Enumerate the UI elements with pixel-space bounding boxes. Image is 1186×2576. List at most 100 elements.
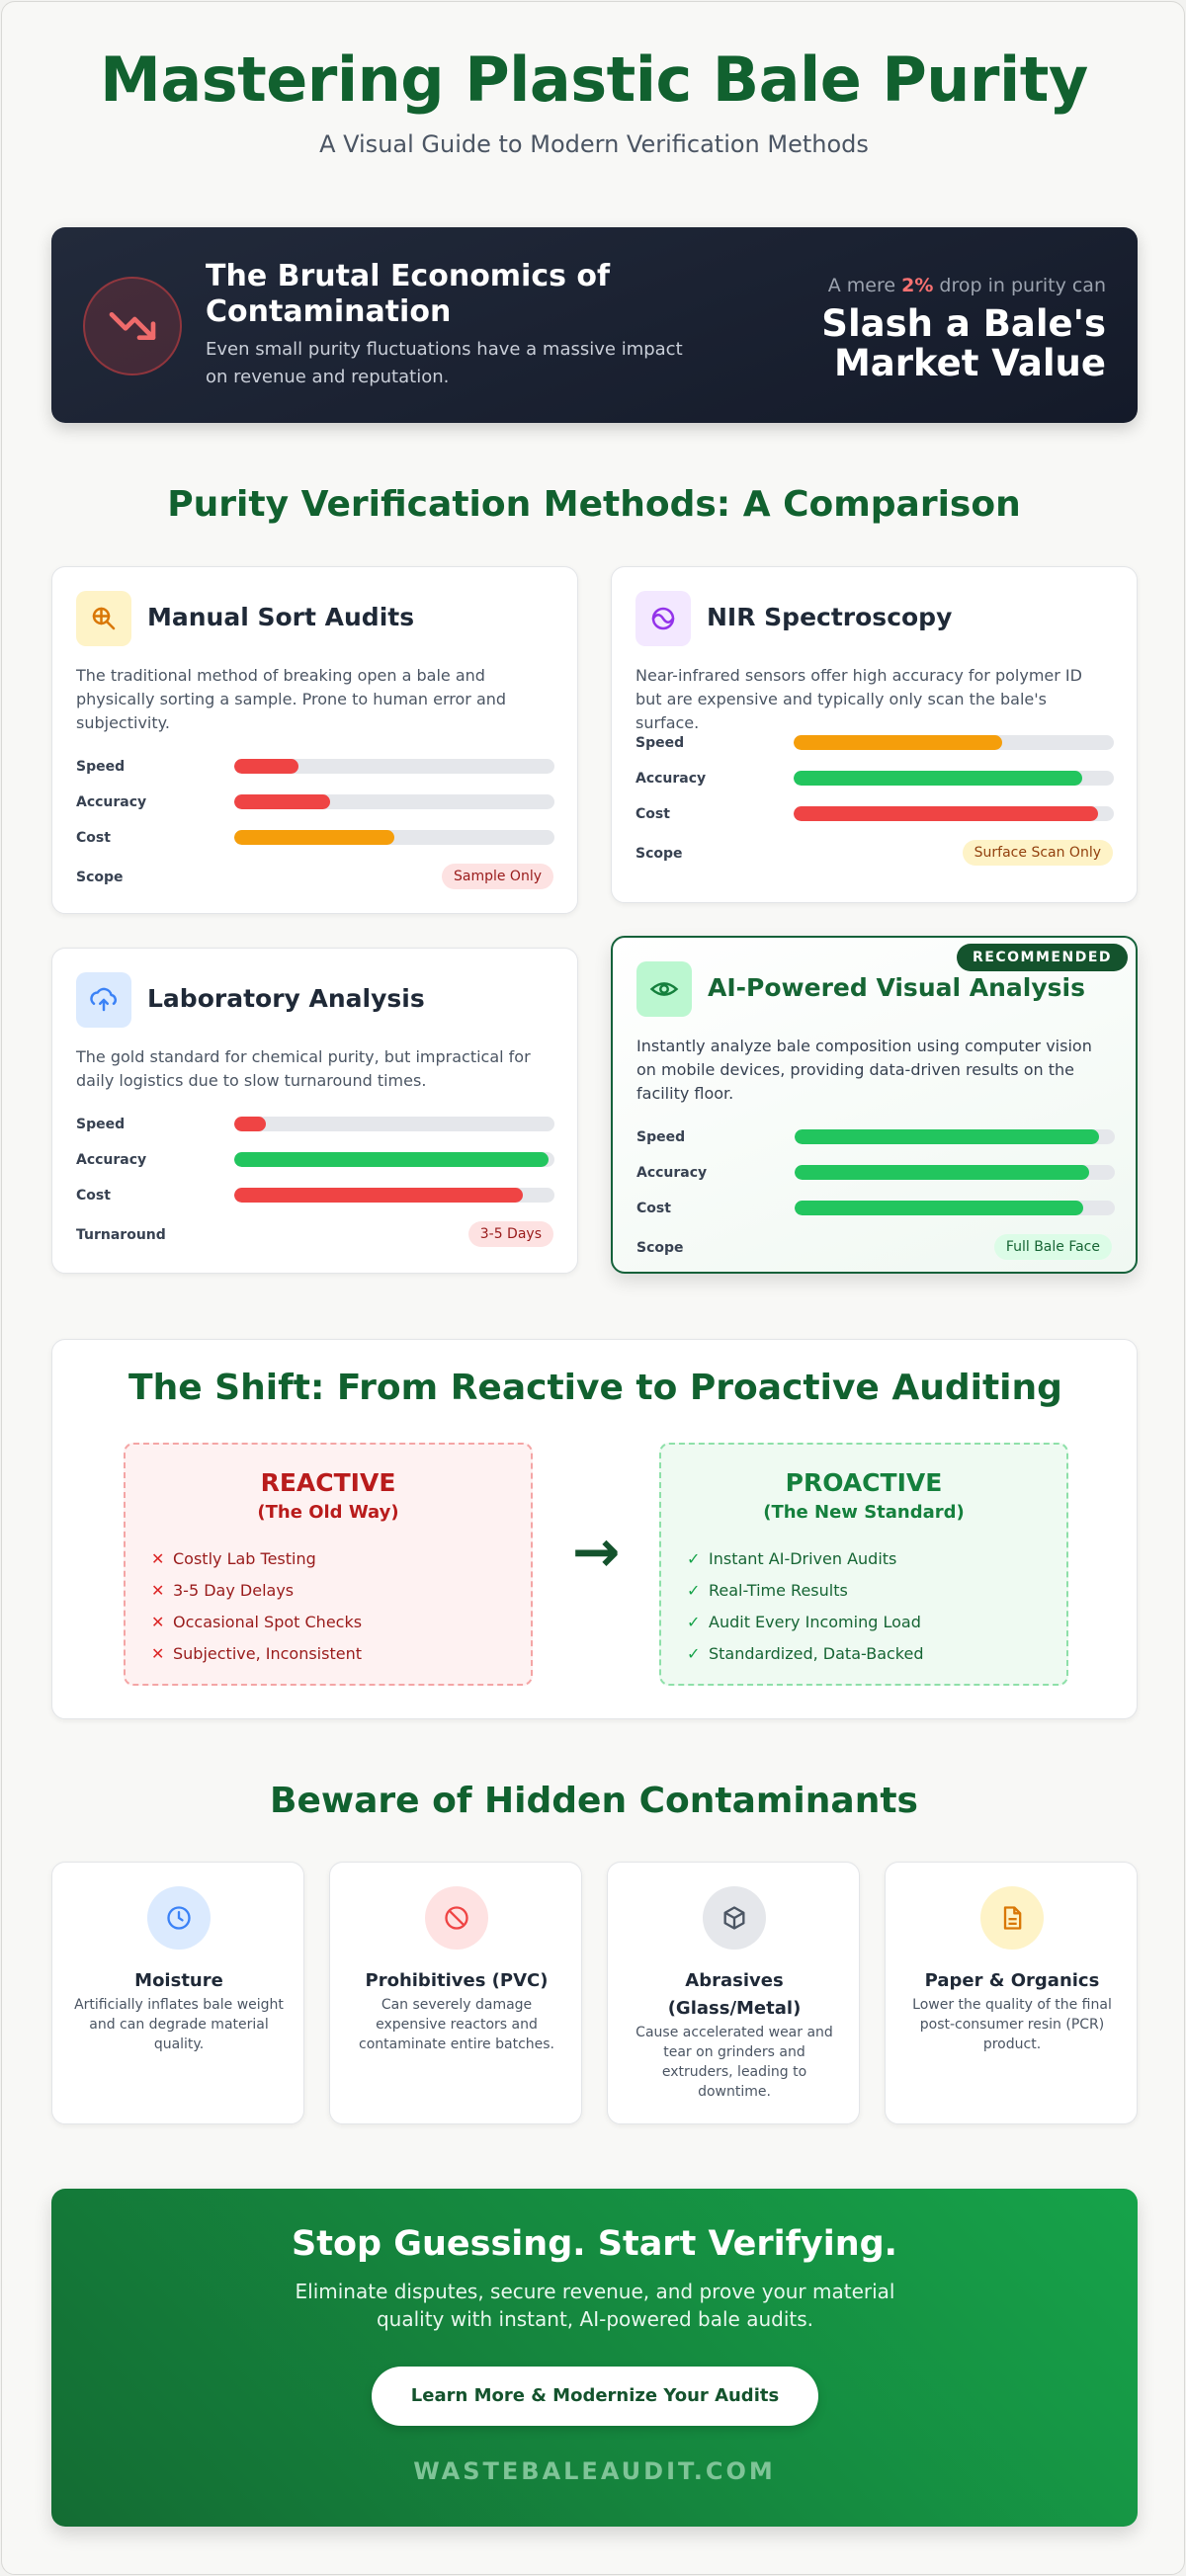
cost-bar-fill <box>794 806 1098 821</box>
contaminant-description: Lower the quality of the final post-cons… <box>912 1997 1112 2052</box>
prohibited-icon <box>425 1886 488 1950</box>
callout-pre-text: A mere <box>827 275 902 296</box>
list-item-text: Real-Time Results <box>709 1581 848 1600</box>
reactive-box: REACTIVE (The Old Way) ✕ Costly Lab Testi… <box>124 1443 533 1686</box>
accuracy-bar <box>795 1165 1115 1180</box>
cost-bar-fill <box>795 1201 1083 1215</box>
economics-callout: A mere 2% drop in purity can Slash a Bal… <box>809 275 1106 383</box>
metric-label-speed: Speed <box>76 1117 126 1132</box>
list-item: ✓ Real-Time Results <box>687 1575 923 1607</box>
x-mark-icon: ✕ <box>151 1644 165 1663</box>
metric-label-accuracy: Accuracy <box>76 794 147 810</box>
speed-bar-fill <box>794 735 1002 750</box>
list-item-text: Instant AI-Driven Audits <box>709 1549 897 1568</box>
scope-badge: Full Bale Face <box>993 1234 1112 1260</box>
cost-bar-fill <box>234 1188 523 1203</box>
economics-callout-big: Slash a Bale's Market Value <box>821 302 1106 384</box>
contaminant-card-paper: Paper & Organics Lower the quality of th… <box>885 1862 1138 2124</box>
website-link[interactable]: WASTEBALEAUDIT.COM <box>413 2457 776 2485</box>
cost-bar <box>794 806 1114 821</box>
turnaround-badge: 3-5 Days <box>467 1221 553 1247</box>
check-mark-icon: ✓ <box>687 1613 701 1631</box>
scope-badge: Sample Only <box>441 864 553 889</box>
accuracy-bar <box>234 794 554 809</box>
accuracy-bar-fill <box>234 794 331 809</box>
cost-bar <box>795 1201 1115 1215</box>
speed-bar-fill <box>234 759 298 774</box>
contaminant-title: Prohibitives (PVC) <box>365 1970 549 1991</box>
accuracy-bar-fill <box>794 771 1082 786</box>
trending-down-icon <box>83 277 182 375</box>
cost-bar <box>234 830 554 845</box>
method-card-lab: Laboratory Analysis The gold standard fo… <box>51 948 578 1274</box>
spectrum-icon <box>635 591 691 646</box>
contaminant-title: Abrasives (Glass/Metal) <box>667 1970 802 2019</box>
contaminant-card-pvc: Prohibitives (PVC) Can severely damage e… <box>329 1862 582 2124</box>
accuracy-bar <box>794 771 1114 786</box>
speed-bar <box>234 1117 554 1131</box>
economics-title: The Brutal Economics of Contamination <box>206 259 611 329</box>
scope-label: Scope <box>76 870 124 885</box>
method-title: Laboratory Analysis <box>147 984 425 1013</box>
eye-icon <box>636 961 692 1017</box>
metric-label-speed: Speed <box>76 759 126 775</box>
metric-label-accuracy: Accuracy <box>76 1152 147 1168</box>
page-title: Mastering Plastic Bale Purity <box>100 43 1088 116</box>
list-item: ✓ Instant AI-Driven Audits <box>687 1543 923 1575</box>
scope-label: Scope <box>636 1240 684 1256</box>
method-title: Manual Sort Audits <box>147 603 415 631</box>
x-mark-icon: ✕ <box>151 1581 165 1600</box>
magnifier-icon <box>76 591 131 646</box>
document-icon <box>980 1886 1044 1950</box>
speed-bar <box>795 1129 1115 1144</box>
economics-callout-pre: A mere 2% drop in purity can <box>809 275 1106 296</box>
contaminant-description: Artificially inflates bale weight and ca… <box>74 1997 284 2052</box>
recommended-badge: RECOMMENDED <box>957 944 1128 971</box>
cta-title: Stop Guessing. Start Verifying. <box>292 2224 897 2264</box>
list-item-text: Costly Lab Testing <box>173 1549 316 1568</box>
accuracy-bar-fill <box>795 1165 1090 1180</box>
method-card-ai: RECOMMENDED AI-Powered Visual Analysis I… <box>611 936 1138 1274</box>
contaminant-title: Moisture <box>134 1970 223 1991</box>
method-title: AI-Powered Visual Analysis <box>708 973 1085 1002</box>
method-title: NIR Spectroscopy <box>707 603 953 631</box>
proactive-list: ✓ Instant AI-Driven Audits ✓ Real-Time Res… <box>687 1543 923 1670</box>
page-subtitle: A Visual Guide to Modern Verification Me… <box>319 130 869 158</box>
contaminant-title: Paper & Organics <box>924 1970 1100 1991</box>
speed-bar <box>794 735 1114 750</box>
list-item-text: Occasional Spot Checks <box>173 1613 363 1631</box>
metric-label-accuracy: Accuracy <box>636 1165 708 1181</box>
speed-bar-fill <box>795 1129 1099 1144</box>
list-item-text: Subjective, Inconsistent <box>173 1644 362 1663</box>
speed-bar <box>234 759 554 774</box>
scope-badge: Surface Scan Only <box>962 840 1113 866</box>
metric-label-cost: Cost <box>76 1188 111 1204</box>
comparison-title: Purity Verification Methods: A Compariso… <box>167 484 1021 525</box>
method-description: Near-infrared sensors offer high accurac… <box>635 666 1082 732</box>
metric-label-cost: Cost <box>76 830 111 846</box>
speed-bar-fill <box>234 1117 267 1131</box>
cta-description: Eliminate disputes, secure revenue, and … <box>295 2280 895 2331</box>
scope-label: Scope <box>635 846 683 862</box>
list-item-text: Audit Every Incoming Load <box>709 1613 921 1631</box>
check-mark-icon: ✓ <box>687 1581 701 1600</box>
cost-bar <box>234 1188 554 1203</box>
list-item-text: 3-5 Day Delays <box>173 1581 295 1600</box>
method-description: Instantly analyze bale composition using… <box>636 1037 1092 1103</box>
clock-icon <box>147 1886 211 1950</box>
contaminant-card-abrasives: Abrasives (Glass/Metal) Cause accelerate… <box>607 1862 860 2124</box>
shift-section: The Shift: From Reactive to Proactive Au… <box>51 1339 1138 1719</box>
turnaround-label: Turnaround <box>76 1227 166 1243</box>
cta-section: Stop Guessing. Start Verifying. Eliminat… <box>51 2189 1138 2527</box>
list-item: ✓ Audit Every Incoming Load <box>687 1607 923 1638</box>
proactive-heading: PROACTIVE <box>785 1468 943 1497</box>
cost-bar-fill <box>234 830 394 845</box>
shift-title: The Shift: From Reactive to Proactive Au… <box>128 1368 1062 1408</box>
flask-icon <box>76 972 131 1028</box>
method-description: The traditional method of breaking open … <box>76 666 507 732</box>
method-card-manual: Manual Sort Audits The traditional metho… <box>51 566 578 914</box>
learn-more-button[interactable]: Learn More & Modernize Your Audits <box>372 2367 818 2426</box>
check-mark-icon: ✓ <box>687 1644 701 1663</box>
check-mark-icon: ✓ <box>687 1549 701 1568</box>
